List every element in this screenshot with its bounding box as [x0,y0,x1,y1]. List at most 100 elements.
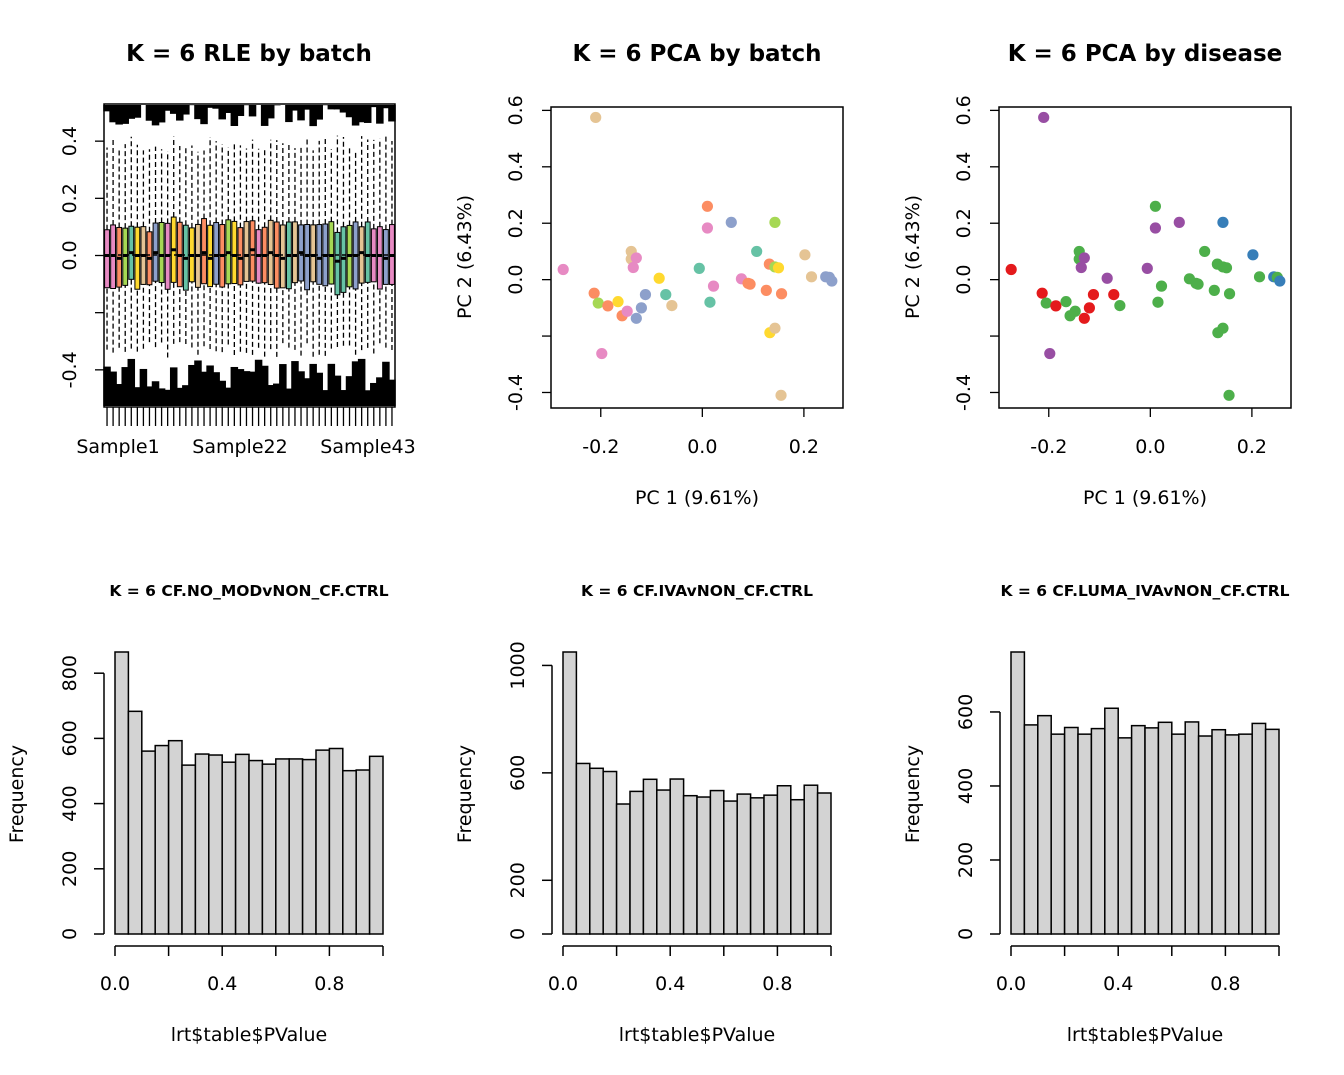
histogram-bar [749,797,765,935]
data-point [1114,299,1126,312]
histogram-bars [562,651,832,935]
y-tick-label: 0.4 [505,152,527,182]
chart-title: K = 6 CF.NO_MODvNON_CF.CTRL [109,582,388,600]
lower-outliers [388,379,396,406]
x-tick-label: 0.0 [548,973,578,995]
lower-outliers [194,360,202,406]
upper-outliers [327,105,336,110]
data-point [1223,389,1235,401]
histogram-bar [167,739,183,935]
y-tick-label: 600 [955,694,977,730]
x-axis-label: PC 1 (9.61%) [1083,487,1207,509]
data-point [769,322,781,334]
lower-outliers [127,358,136,406]
upper-outliers [115,105,123,125]
data-point [660,288,672,301]
box [376,226,383,290]
y-tick-label: 0.0 [953,265,975,295]
lower-outliers [339,390,348,406]
data-point [760,284,772,296]
data-point [769,216,781,228]
upper-outliers [218,105,226,120]
y-tick-label: -0.4 [59,351,81,388]
data-point [1060,296,1072,308]
lower-outliers [236,369,245,406]
y-axis: -0.4 0.0 0.2 0.4 0.6 [505,95,551,411]
upper-outliers [333,105,342,110]
lower-outliers [133,387,142,406]
data-point [1101,272,1113,284]
upper-outliers [370,105,378,108]
data-point [1036,287,1048,299]
lower-outliers [212,372,220,406]
data-point [1223,288,1236,300]
histogram-bar [1197,735,1213,935]
x-axis: 0.0 0.4 0.8 [100,945,384,995]
histogram-bar [275,758,290,935]
data-point [627,261,639,274]
data-point [653,272,665,284]
histogram-bar [181,764,197,935]
x-tick-label: 0.2 [789,436,819,458]
lower-outliers [230,366,239,406]
y-tick-label: 0.0 [505,265,527,295]
plot-frame [550,106,844,409]
x-tick-label: 0.0 [687,436,717,458]
x-tick-label: Sample1 [76,436,159,458]
scatter-points [557,111,838,401]
rle-boxplot-panel: K = 6 RLE by batch Sample1 Sample22 Samp… [59,41,416,458]
data-point [612,296,624,308]
y-tick-label: 0.4 [953,152,975,182]
upper-outliers [363,105,372,123]
data-point [1038,111,1050,124]
histogram-bar [709,789,725,935]
lower-outliers [182,385,190,406]
upper-outliers [169,105,178,114]
rle-boxes [103,105,396,406]
y-tick-label: 0.6 [505,95,527,125]
box [310,224,317,283]
histogram-bar [1077,733,1093,935]
upper-outliers [376,105,384,124]
chart-title: K = 6 PCA by batch [572,41,821,67]
lower-outliers [345,376,354,406]
upper-outliers [382,105,390,109]
upper-outliers [230,105,239,126]
histogram-bar [1037,714,1052,935]
histogram-bar [141,750,156,935]
y-tick-label: 0 [955,928,977,940]
data-point [1247,249,1259,261]
data-point [704,296,716,308]
y-axis-label: PC 2 (6.43%) [454,195,476,319]
x-tick-label: 0.0 [1135,436,1165,458]
box [364,221,371,283]
lower-outliers [169,367,178,406]
data-point [1069,305,1081,317]
data-point [725,216,737,228]
data-point [701,200,714,212]
data-point [751,245,763,258]
histogram-bar [669,778,685,935]
data-point [592,297,604,309]
upper-outliers [163,105,172,111]
upper-outliers [339,105,348,113]
lower-outliers [315,372,323,406]
histogram-bar [301,758,317,935]
lower-outliers [188,364,196,406]
chart-title: K = 6 CF.IVAvNON_CF.CTRL [581,582,813,600]
lower-outliers [351,361,360,406]
histogram-bar [642,778,658,935]
upper-outliers [357,105,366,123]
histogram-bar [803,784,819,935]
lower-outliers [218,380,226,406]
histogram-bar [248,759,264,935]
upper-outliers [206,105,214,108]
upper-outliers [176,105,184,121]
lower-outliers [151,381,160,406]
y-axis-label: Frequency [454,745,476,843]
box [134,226,141,290]
data-point [1155,280,1168,292]
data-point [1108,288,1120,301]
histogram-bar [736,793,752,935]
x-axis-label: PC 1 (9.61%) [635,487,759,509]
